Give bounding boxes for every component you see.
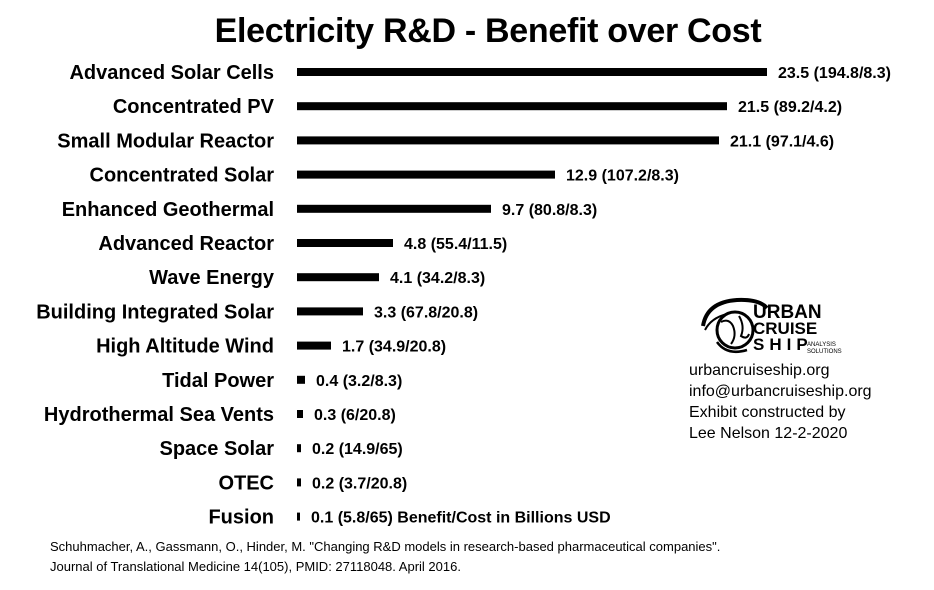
bar (297, 239, 393, 247)
source-citation: Schuhmacher, A., Gassmann, O., Hinder, M… (50, 537, 720, 577)
data-label: 0.2 (3.7/20.8) (312, 475, 407, 492)
data-label: 21.5 (89.2/4.2) (738, 99, 842, 116)
category-label: Advanced Solar Cells (69, 62, 274, 84)
bar (297, 102, 727, 111)
category-label: Fusion (208, 507, 274, 529)
contact-info: urbancruiseship.org info@urbancruiseship… (689, 360, 872, 444)
bar (297, 307, 363, 316)
bar (297, 273, 379, 282)
category-label: Building Integrated Solar (36, 301, 274, 323)
urban-cruise-ship-logo: URBAN CRUISE SHIP ANALYSIS SOLUTIONS (697, 296, 855, 358)
bar (297, 136, 719, 145)
data-label: 0.4 (3.2/8.3) (316, 373, 402, 390)
bar (297, 341, 331, 350)
category-label: Wave Energy (149, 267, 275, 289)
citation-line-1: Schuhmacher, A., Gassmann, O., Hinder, M… (50, 539, 721, 554)
bar (297, 170, 555, 179)
data-label: 1.7 (34.9/20.8) (342, 339, 446, 356)
category-label: Concentrated PV (113, 96, 275, 118)
data-label: 4.1 (34.2/8.3) (390, 270, 485, 287)
logo-tag-solutions: SOLUTIONS (807, 349, 842, 355)
logo-text-ship: SHIP (753, 335, 813, 354)
category-label: Hydrothermal Sea Vents (44, 404, 274, 426)
logo-text-cruise: CRUISE (753, 319, 817, 338)
category-label: Tidal Power (162, 370, 274, 392)
data-label: 0.2 (14.9/65) (312, 441, 403, 458)
bar (297, 478, 301, 487)
category-label: OTEC (218, 472, 274, 494)
email-text: info@urbancruiseship.org (689, 383, 872, 400)
category-label: Advanced Reactor (98, 233, 274, 255)
bar (297, 410, 303, 418)
credit-line-1: Exhibit constructed by (689, 404, 846, 421)
bar (297, 512, 300, 521)
citation-line-2: Journal of Translational Medicine 14(105… (50, 559, 461, 574)
category-label: Small Modular Reactor (57, 130, 274, 152)
logo-text-urban: URBAN (753, 302, 822, 323)
data-label: 21.1 (97.1/4.6) (730, 133, 834, 150)
data-label: 9.7 (80.8/8.3) (502, 202, 597, 219)
category-label: High Altitude Wind (96, 336, 274, 358)
data-label: 3.3 (67.8/20.8) (374, 304, 478, 321)
category-label: Concentrated Solar (90, 165, 275, 187)
bar (297, 375, 305, 384)
category-label: Space Solar (159, 438, 274, 460)
credit-line-2: Lee Nelson 12-2-2020 (689, 425, 848, 442)
bar (297, 204, 491, 213)
category-label: Enhanced Geothermal (62, 199, 274, 221)
data-label: 12.9 (107.2/8.3) (566, 168, 679, 185)
data-label: 23.5 (194.8/8.3) (778, 65, 891, 82)
data-label: 4.8 (55.4/11.5) (404, 236, 507, 253)
data-label: 0.3 (6/20.8) (314, 407, 396, 424)
website-text: urbancruiseship.org (689, 362, 830, 379)
bar (297, 68, 767, 76)
data-label: 0.1 (5.8/65) Benefit/Cost in Billions US… (311, 510, 611, 527)
chart-title: Electricity R&D - Benefit over Cost (214, 12, 762, 50)
bar (297, 444, 301, 453)
logo-tag-analysis: ANALYSIS (807, 342, 836, 348)
